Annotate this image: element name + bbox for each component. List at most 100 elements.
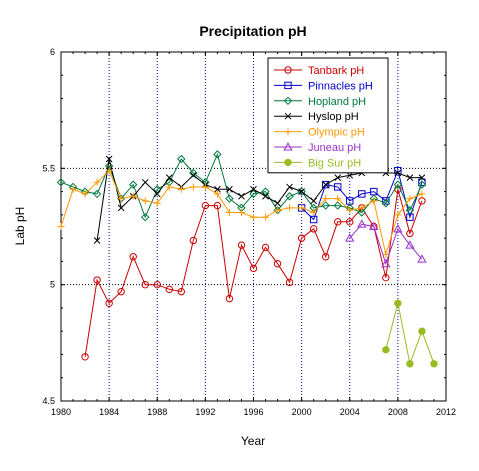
data-point [394, 166, 402, 175]
data-point [334, 195, 342, 203]
data-point [213, 201, 222, 210]
legend-marker [284, 81, 292, 90]
data-point [225, 209, 233, 217]
data-point [394, 299, 402, 307]
data-point [310, 209, 318, 217]
data-point [382, 273, 390, 282]
data-point [322, 195, 330, 203]
data-point [225, 294, 234, 303]
data-point [405, 240, 415, 249]
data-point [286, 204, 294, 212]
data-point [417, 254, 427, 263]
legend-label: Hopland pH [308, 96, 366, 108]
data-point [117, 195, 125, 203]
data-point [334, 174, 342, 181]
x-tick-label: 1996 [243, 407, 263, 417]
data-point [81, 190, 89, 198]
legend-item: Hopland pH [274, 96, 366, 108]
data-point [274, 206, 282, 214]
x-tick-label: 2000 [292, 407, 312, 417]
y-tick-label: 4.5 [42, 396, 55, 406]
data-point [201, 183, 209, 191]
x-tick-label: 2008 [388, 407, 408, 417]
data-point [334, 218, 342, 226]
data-point [177, 185, 185, 193]
data-point [358, 190, 366, 198]
series-line [385, 303, 435, 366]
data-point [105, 167, 113, 175]
legend-item: Olympic pH [274, 127, 365, 139]
data-point [177, 154, 186, 164]
data-point [250, 185, 257, 193]
data-point [153, 185, 162, 194]
data-point [153, 280, 161, 289]
data-point [189, 236, 198, 245]
data-point [357, 208, 366, 217]
y-tick-label: 6 [50, 47, 55, 57]
data-point [225, 194, 234, 203]
legend-label: Big Sur pH [308, 157, 361, 169]
data-point [153, 190, 161, 198]
data-point [189, 168, 198, 178]
data-point [369, 221, 379, 230]
data-point [358, 204, 366, 212]
legend-marker [284, 158, 292, 167]
data-point [430, 360, 438, 368]
data-point [261, 187, 270, 196]
data-point [321, 253, 330, 261]
data-point [310, 197, 318, 205]
legend-label: Olympic pH [308, 127, 365, 139]
legend-marker [283, 96, 293, 106]
chart-title: Precipitation pH [199, 23, 306, 39]
data-point [57, 223, 65, 230]
data-point [238, 192, 245, 200]
data-point [141, 280, 149, 289]
data-point [394, 169, 402, 177]
legend-item: Hyslop pH [274, 111, 359, 123]
data-point [93, 276, 101, 284]
legend-item: Big Sur pH [274, 157, 361, 169]
data-point [298, 204, 306, 212]
grid-lines [61, 52, 446, 401]
data-point [128, 180, 138, 189]
data-point [418, 197, 426, 205]
data-point [381, 199, 391, 208]
data-point [189, 171, 197, 179]
data-point [418, 327, 426, 335]
data-point [165, 285, 173, 294]
data-point [406, 360, 414, 368]
data-point [334, 183, 342, 191]
data-point [237, 241, 246, 249]
data-point [201, 201, 210, 210]
data-point [250, 213, 257, 221]
series-line [84, 189, 423, 357]
data-point [406, 174, 414, 181]
data-point [418, 174, 426, 181]
data-point [393, 224, 403, 233]
data-point [141, 212, 150, 222]
legend-marker [284, 66, 292, 74]
data-point [394, 211, 402, 219]
data-point [56, 178, 66, 187]
data-point [129, 253, 137, 261]
x-tick-label: 1988 [147, 407, 167, 417]
data-point [262, 192, 269, 200]
data-point [69, 185, 77, 193]
data-point [285, 192, 294, 201]
data-point [81, 353, 89, 361]
legend-box [267, 57, 389, 174]
x-tick-label: 1984 [99, 407, 119, 417]
data-point [249, 264, 258, 273]
legend-marker [283, 142, 293, 151]
data-point [393, 180, 403, 189]
data-point [297, 234, 306, 242]
data-point [357, 219, 367, 228]
data-point [117, 204, 125, 212]
data-point [382, 250, 390, 258]
data-point [382, 346, 390, 354]
legend-item: Juneau pH [274, 142, 361, 154]
data-point [93, 237, 101, 244]
data-point [273, 260, 282, 268]
legend-marker [284, 112, 292, 120]
